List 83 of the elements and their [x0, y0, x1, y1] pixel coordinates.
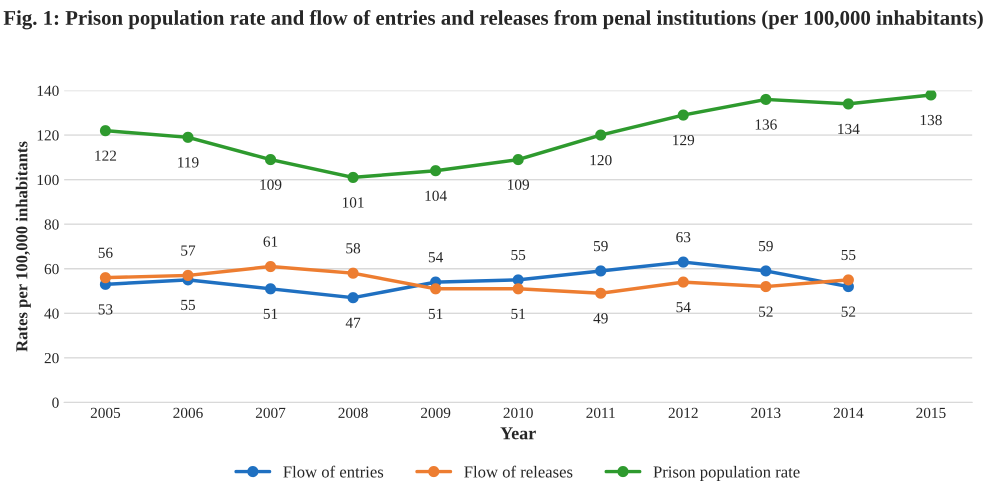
data-label: 52 — [759, 306, 773, 317]
data-label: 122 — [95, 150, 116, 161]
legend-label: Flow of releases — [464, 466, 572, 478]
data-label: 55 — [842, 250, 856, 260]
x-tick-label: 2006 — [173, 408, 203, 418]
point — [760, 94, 772, 106]
data-label: 54 — [428, 252, 444, 262]
data-label: 134 — [838, 124, 860, 134]
point — [678, 109, 689, 121]
data-label: 101 — [342, 197, 364, 208]
y-tick-label: 0 — [52, 398, 59, 408]
data-label: 136 — [756, 119, 777, 130]
data-label: 56 — [98, 248, 113, 258]
data-label: 104 — [426, 190, 447, 201]
x-tick-label: 2009 — [421, 408, 450, 418]
chart-title: Fig. 1: Prison population rate and flow of entries and releases from penal institutions (per 100,000 inhabitants) — [4, 10, 983, 30]
legend-label: Flow of entries — [283, 466, 384, 478]
x-tick-label: 2011 — [586, 408, 615, 418]
point — [842, 274, 854, 286]
data-label: 109 — [508, 179, 530, 190]
point — [182, 270, 194, 281]
data-label: 61 — [264, 236, 278, 247]
data-label: 119 — [178, 157, 199, 168]
point — [348, 268, 359, 279]
data-label: 109 — [260, 179, 282, 190]
data-label: 59 — [594, 240, 608, 252]
x-tick-label: 2012 — [668, 408, 698, 418]
data-label: 55 — [181, 300, 196, 310]
x-tick-label: 2014 — [834, 408, 864, 418]
point — [100, 272, 111, 284]
point — [100, 125, 111, 136]
y-tick-label: 100 — [38, 174, 59, 186]
y-tick-label: 80 — [44, 219, 59, 230]
point — [842, 98, 854, 110]
point — [595, 130, 606, 141]
y-tick-label: 20 — [44, 352, 59, 364]
data-label: 47 — [346, 318, 360, 328]
point — [264, 260, 276, 272]
point — [925, 90, 936, 101]
point — [348, 292, 359, 304]
y-tick-label: 60 — [44, 264, 59, 274]
data-label: 59 — [759, 240, 773, 252]
x-tick-label: 2005 — [90, 408, 120, 418]
data-label: 54 — [676, 302, 691, 312]
point — [512, 283, 524, 294]
point — [512, 274, 524, 286]
point — [264, 283, 276, 294]
point — [430, 283, 442, 294]
data-label: 53 — [98, 304, 112, 315]
data-label: 49 — [593, 313, 608, 324]
x-tick-label: 2010 — [504, 408, 533, 418]
y-tick-label: 40 — [44, 308, 59, 319]
point — [760, 265, 772, 277]
data-label: 55 — [511, 250, 526, 260]
x-tick-label: 2008 — [338, 408, 368, 418]
point — [678, 256, 689, 268]
data-label: 52 — [842, 306, 856, 317]
point — [182, 132, 194, 143]
data-label: 51 — [511, 308, 525, 319]
legend-label: Prison population rate — [653, 466, 800, 481]
point — [595, 288, 606, 299]
data-label: 57 — [181, 246, 196, 256]
point — [430, 165, 442, 176]
y-tick-label: 140 — [38, 86, 59, 96]
x-tick-label: 2007 — [256, 408, 286, 418]
data-label: 63 — [676, 232, 690, 242]
x-axis-title: Year — [500, 427, 536, 440]
data-label: 129 — [673, 134, 694, 146]
x-tick-label: 2013 — [751, 408, 781, 418]
data-label: 51 — [428, 308, 442, 319]
point — [348, 172, 359, 183]
data-label: 58 — [346, 243, 360, 254]
data-label: 120 — [590, 154, 612, 166]
point — [512, 154, 524, 166]
data-label: 138 — [920, 114, 942, 126]
point — [595, 265, 606, 277]
y-tick-label: 120 — [38, 130, 59, 141]
x-tick-label: 2015 — [916, 408, 946, 418]
point — [760, 281, 772, 292]
data-label: 51 — [264, 308, 278, 319]
y-axis-title: Rates per 100,000 inhabitants — [16, 141, 31, 352]
point — [264, 154, 276, 166]
point — [678, 276, 689, 288]
